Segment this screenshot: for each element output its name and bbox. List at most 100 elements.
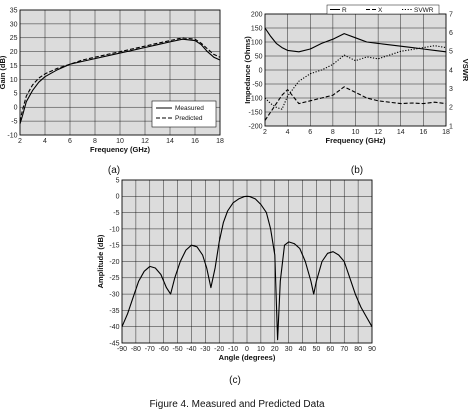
y-tick-label: 5: [116, 177, 120, 184]
chart-c: -90 -80 -70 -60 -50 -40 -30 -20 -10 0 10 20 30 40 50 60…: [96, 177, 376, 362]
y-tick-label: -10: [7, 132, 17, 139]
x-tick-label: 4: [286, 129, 290, 136]
legend-label: X: [378, 7, 383, 14]
x-tick-label: -30: [200, 346, 210, 353]
x-tick-label: -20: [214, 346, 224, 353]
x-tick-label: 12: [374, 129, 382, 136]
series-line-a-predicted: [19, 37, 221, 122]
y-tick-label: -50: [252, 81, 262, 88]
y-tick-label: -35: [109, 308, 119, 315]
x-tick-label: 6: [68, 138, 72, 145]
legend-label: SVWR: [414, 7, 434, 14]
y-tick-label: 20: [10, 49, 18, 56]
x-tick-label: 90: [368, 346, 376, 353]
x-tick-label: 18: [216, 138, 224, 145]
y-tick-label: 25: [10, 35, 18, 42]
y2-tick-label: 6: [449, 30, 453, 37]
legend-box: [326, 4, 440, 15]
y2-tick-label: 5: [449, 49, 453, 56]
y-tick-label: -150: [248, 109, 262, 116]
y-tick-label: 35: [10, 7, 18, 14]
x-tick-label: 30: [285, 346, 293, 353]
y2-tick-label: 7: [449, 11, 453, 18]
y-tick-label: 30: [10, 21, 18, 28]
y-tick-label: 5: [14, 91, 18, 98]
x-tick-label: 18: [442, 129, 450, 136]
x-tick-label: 16: [191, 138, 199, 145]
x-tick-label: -70: [145, 346, 155, 353]
x-tick-label: 60: [326, 346, 334, 353]
x-tick-label: 6: [308, 129, 312, 136]
chart-b: 2 4 6 8 10 12 14 16 18-200-150-100-5005010015020…: [243, 4, 470, 145]
y-tick-label: 50: [255, 53, 263, 60]
y2-tick-label: 4: [449, 67, 453, 74]
x-tick-label: 14: [397, 129, 405, 136]
y-axis-label: Gain (dB): [0, 55, 7, 89]
legend-box: [151, 100, 217, 128]
x-axis-label: Frequency (GHz): [90, 145, 151, 154]
y-tick-label: 200: [251, 11, 263, 18]
y-axis-label: Impedance (Ohms): [243, 36, 252, 104]
series-line-b-r: [264, 27, 447, 53]
caption-c: (c): [229, 375, 241, 386]
x-tick-label: 8: [331, 129, 335, 136]
x-tick-label: 16: [419, 129, 427, 136]
x-tick-label: 70: [340, 346, 348, 353]
y-tick-label: 10: [10, 77, 18, 84]
y-tick-label: -5: [113, 210, 119, 217]
x-tick-label: -60: [159, 346, 169, 353]
chart-a: 2 4 6 8 10 12 14 16 18 -10 -5 0 5 10 15 20 25 30 35 Frequen…: [0, 7, 224, 154]
y2-axis-label: VSWR: [461, 59, 470, 82]
x-tick-label: 20: [271, 346, 279, 353]
y-tick-label: -5: [11, 119, 17, 126]
y-tick-label: 150: [251, 25, 263, 32]
x-tick-label: 10: [116, 138, 124, 145]
y-tick-label: 0: [14, 105, 18, 112]
legend-label: Measured: [175, 105, 204, 112]
y-tick-label: 100: [251, 39, 263, 46]
x-tick-label: -80: [131, 346, 141, 353]
y-tick-label: -40: [109, 324, 119, 331]
y-tick-label: -200: [248, 123, 262, 130]
y-tick-label: -10: [109, 226, 119, 233]
x-tick-label: 12: [141, 138, 149, 145]
x-tick-label: 4: [43, 138, 47, 145]
x-tick-label: 40: [299, 346, 307, 353]
figure-caption: Figure 4. Measured and Predicted Data: [149, 399, 325, 410]
series-line-a-measured: [19, 38, 221, 125]
y2-tick-label: 3: [449, 86, 453, 93]
y-axis-label: Amplitude (dB): [96, 234, 105, 288]
series-line-b-svwr: [264, 45, 447, 110]
y2-tick-label: 1: [449, 123, 453, 130]
y-tick-label: 15: [10, 63, 18, 70]
x-tick-label: 2: [18, 138, 22, 145]
series-line-c-0: [121, 195, 373, 341]
legend-label: Predicted: [175, 115, 203, 122]
x-tick-label: 50: [313, 346, 321, 353]
y-tick-label: -20: [109, 259, 119, 266]
x-axis-label: Angle (degrees): [219, 353, 276, 362]
x-axis-label: Frequency (GHz): [325, 136, 386, 145]
x-tick-label: 14: [166, 138, 174, 145]
y-tick-label: -25: [109, 275, 119, 282]
y-tick-label: 0: [259, 67, 263, 74]
y-tick-label: -30: [109, 292, 119, 299]
x-tick-label: 10: [257, 346, 265, 353]
y-tick-label: -45: [109, 340, 119, 347]
y-tick-label: 0: [116, 194, 120, 201]
series-line-b-x: [264, 86, 447, 121]
x-tick-label: -10: [228, 346, 238, 353]
x-tick-label: -90: [117, 346, 127, 353]
x-tick-label: 80: [354, 346, 362, 353]
x-tick-label: -50: [172, 346, 182, 353]
x-tick-label: 0: [245, 346, 249, 353]
x-tick-label: 8: [93, 138, 97, 145]
x-tick-label: 10: [352, 129, 360, 136]
legend-label: R: [342, 7, 347, 14]
y-tick-label: -100: [248, 95, 262, 102]
x-tick-label: 2: [263, 129, 267, 136]
y-tick-label: -15: [109, 243, 119, 250]
y2-tick-label: 2: [449, 105, 453, 112]
caption-a: (a): [108, 165, 120, 176]
